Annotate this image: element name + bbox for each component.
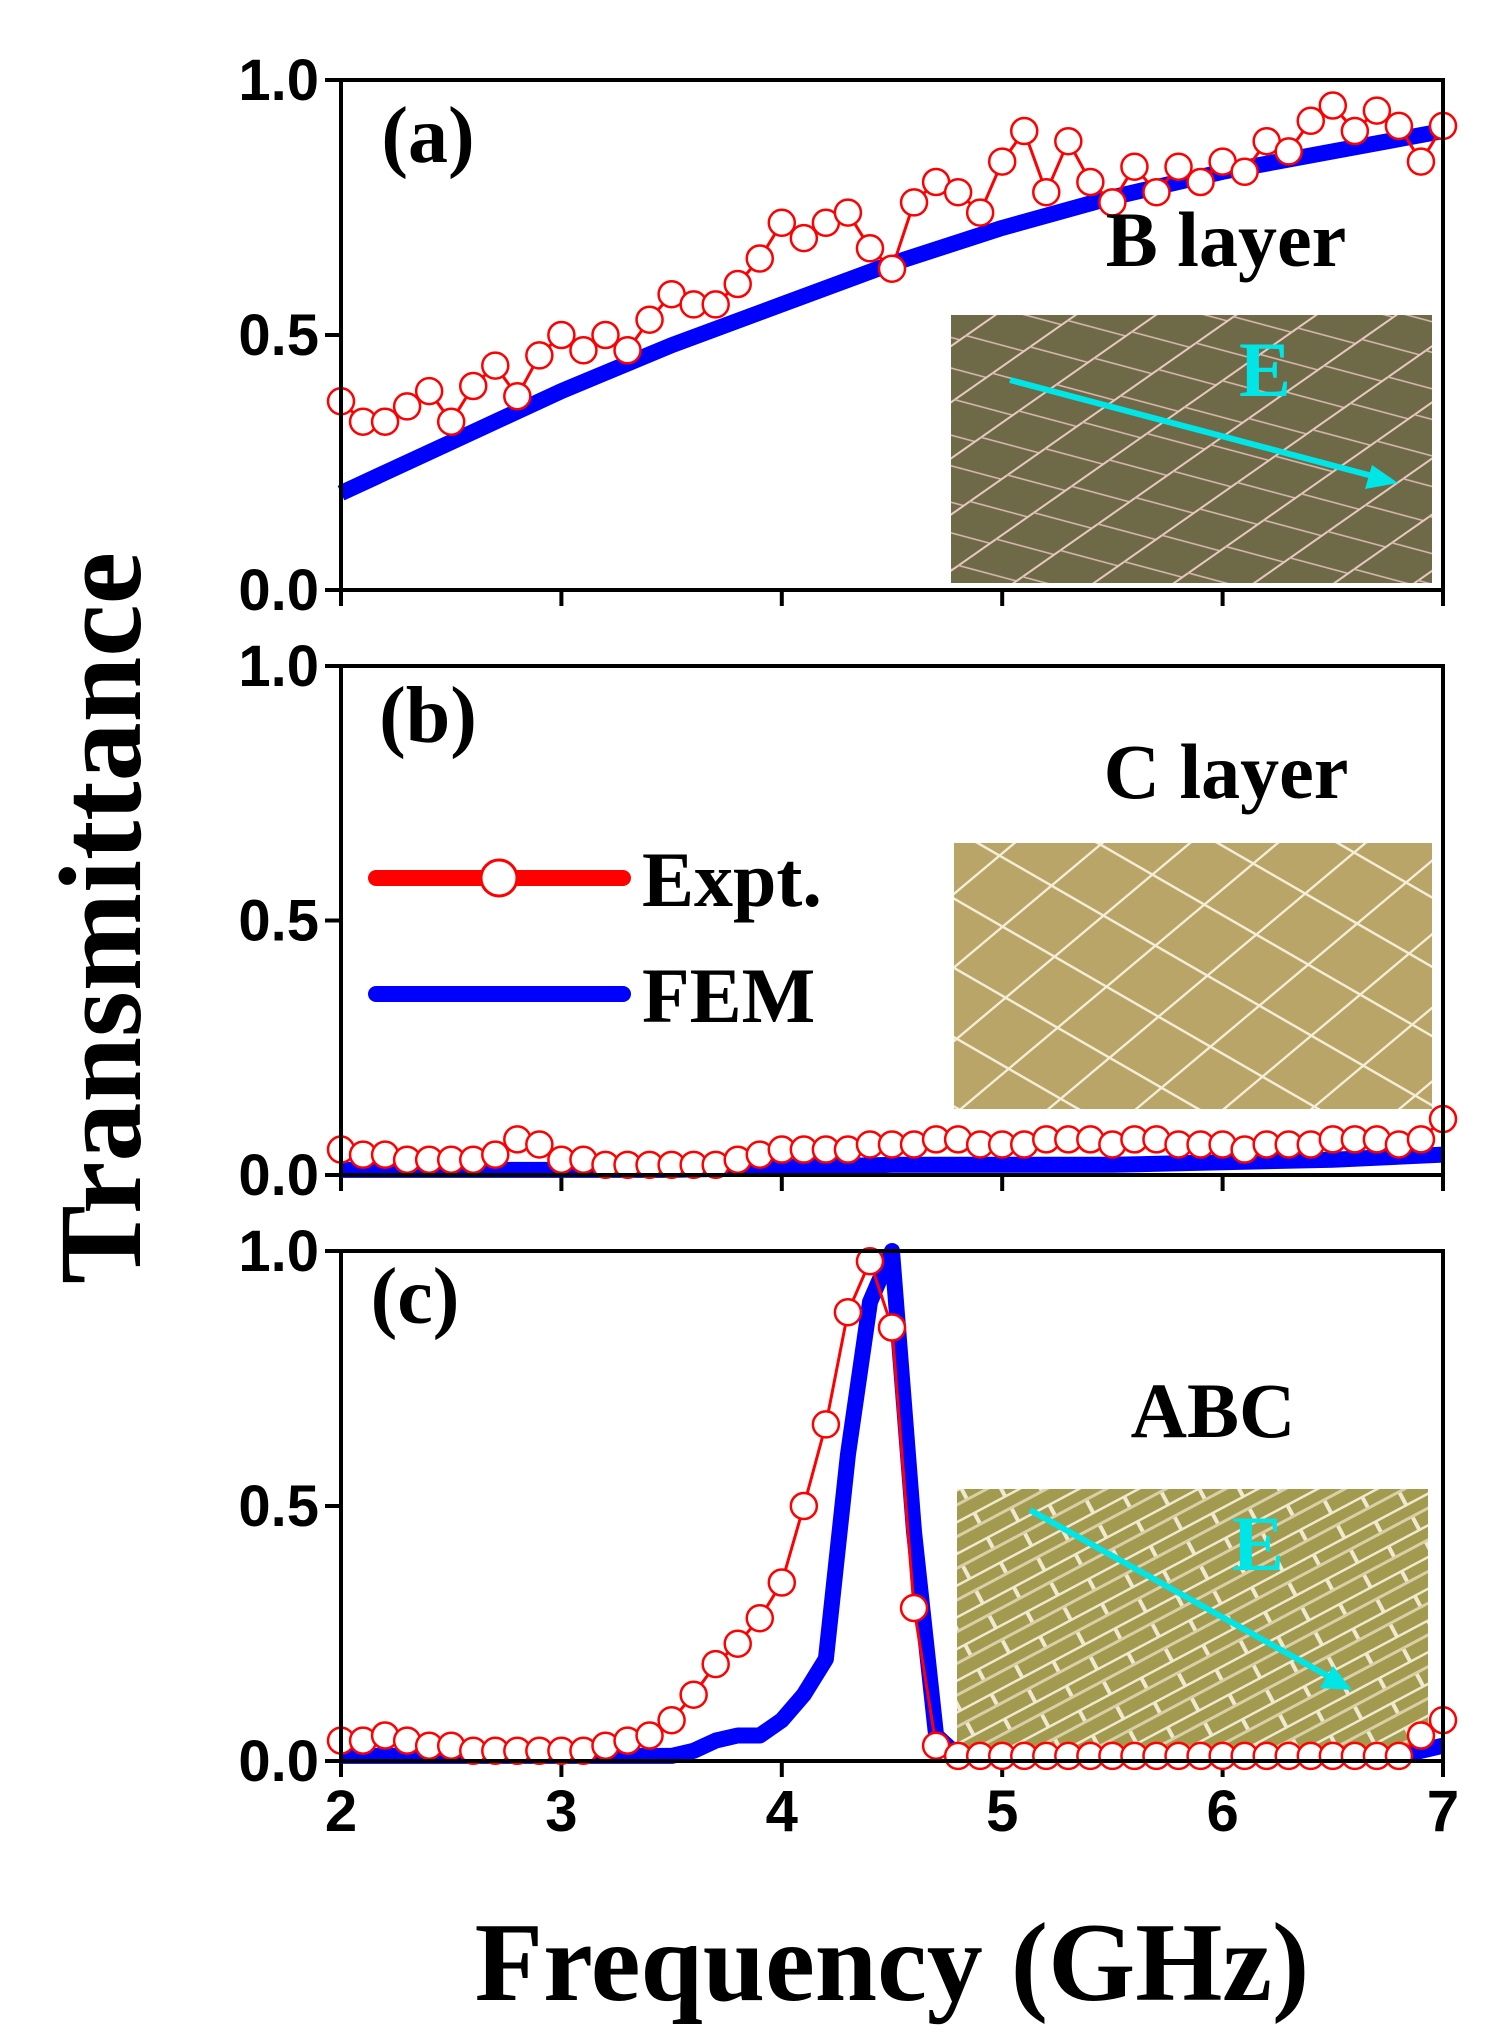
data-point <box>745 1603 775 1633</box>
data-point <box>855 234 885 263</box>
x-axis-label: Frequency (GHz) <box>475 1901 1310 2025</box>
inset-label: B layer <box>1106 196 1346 283</box>
y-tick-label: 0.5 <box>238 889 319 954</box>
data-point <box>1406 147 1436 176</box>
data-point <box>613 336 642 365</box>
legend-label: FEM <box>642 952 815 1039</box>
plot-frame <box>339 78 1445 592</box>
y-axis-label: Transmittance <box>35 552 166 1284</box>
data-point <box>1340 116 1370 146</box>
data-point <box>1406 1721 1436 1750</box>
data-point <box>1230 157 1259 187</box>
data-point <box>723 1629 752 1658</box>
y-tick-label: 0.5 <box>238 1474 319 1539</box>
inset-label: ABC <box>1131 1367 1296 1454</box>
legend-marker <box>479 858 519 898</box>
data-point <box>1362 96 1392 125</box>
data-point <box>833 1297 863 1327</box>
y-tick-label: 1.0 <box>238 634 319 699</box>
y-tick-label: 0.0 <box>238 1143 319 1208</box>
data-point <box>1032 177 1061 207</box>
data-point <box>458 371 488 401</box>
data-point <box>943 177 973 207</box>
data-point <box>965 198 995 227</box>
y-tick-label: 0.0 <box>238 1729 319 1794</box>
plot-frame <box>339 664 1445 1177</box>
data-point <box>370 407 400 436</box>
data-point <box>701 290 730 319</box>
data-point <box>789 1491 819 1521</box>
data-point <box>503 381 532 411</box>
data-point <box>1054 126 1083 156</box>
data-point <box>635 305 664 334</box>
data-point <box>1384 1741 1414 1771</box>
data-point <box>1318 91 1348 120</box>
data-point <box>877 254 907 283</box>
data-point <box>1098 188 1127 217</box>
data-point <box>525 341 554 370</box>
data-point <box>877 1313 907 1342</box>
data-point <box>1120 152 1149 181</box>
data-point <box>436 407 466 436</box>
x-tick-label: 4 <box>766 1779 798 1844</box>
data-point <box>701 1649 730 1679</box>
data-point <box>1186 167 1215 197</box>
data-point <box>1296 106 1326 136</box>
panel-label: (a) <box>381 92 474 180</box>
y-tick-label: 0.5 <box>238 303 319 368</box>
inset-label: C layer <box>1104 728 1349 815</box>
data-point <box>525 1130 554 1159</box>
data-point <box>811 1410 841 1439</box>
data-point <box>635 1721 664 1750</box>
y-tick-label: 1.0 <box>238 1219 319 1284</box>
x-tick-label: 7 <box>1427 1779 1459 1844</box>
data-point <box>414 376 444 406</box>
data-point <box>679 1680 708 1709</box>
plot-frame <box>339 1249 1445 1763</box>
data-point <box>987 147 1017 176</box>
y-tick-label: 0.0 <box>238 558 319 623</box>
data-point <box>1009 116 1039 146</box>
data-point <box>767 208 797 238</box>
data-point <box>481 351 510 380</box>
data-point <box>569 336 598 365</box>
data-point <box>767 1568 797 1597</box>
data-point <box>657 1705 686 1735</box>
x-tick-label: 6 <box>1206 1779 1238 1844</box>
data-point <box>899 1593 929 1623</box>
panel-label: (c) <box>371 1253 460 1341</box>
data-point <box>1164 152 1193 181</box>
data-point <box>723 269 752 299</box>
inset-photo-b <box>954 843 1432 1109</box>
inset-photo-a <box>951 315 1432 583</box>
data-point <box>392 392 422 421</box>
series-line <box>341 1146 1444 1178</box>
x-tick-label: 5 <box>986 1779 1018 1844</box>
data-point <box>855 1246 885 1276</box>
data-point <box>745 244 775 273</box>
y-tick-label: 1.0 <box>238 48 319 113</box>
data-point <box>1142 177 1171 207</box>
data-point <box>833 198 863 227</box>
data-point <box>1406 1125 1436 1154</box>
x-tick-label: 3 <box>545 1779 577 1844</box>
inset-photo-c <box>957 1489 1428 1754</box>
data-point <box>1076 167 1105 197</box>
data-point <box>547 320 576 350</box>
data-point <box>591 320 620 350</box>
data-point <box>481 1140 510 1169</box>
legend-label: Expt. <box>642 836 822 923</box>
panel-label: (b) <box>379 672 477 760</box>
x-tick-label: 2 <box>325 1779 357 1844</box>
field-label: E <box>1239 326 1291 413</box>
field-label: E <box>1232 1500 1284 1587</box>
data-point <box>789 223 819 253</box>
data-point <box>899 188 929 217</box>
data-point <box>1274 137 1303 166</box>
data-point <box>1384 111 1414 141</box>
